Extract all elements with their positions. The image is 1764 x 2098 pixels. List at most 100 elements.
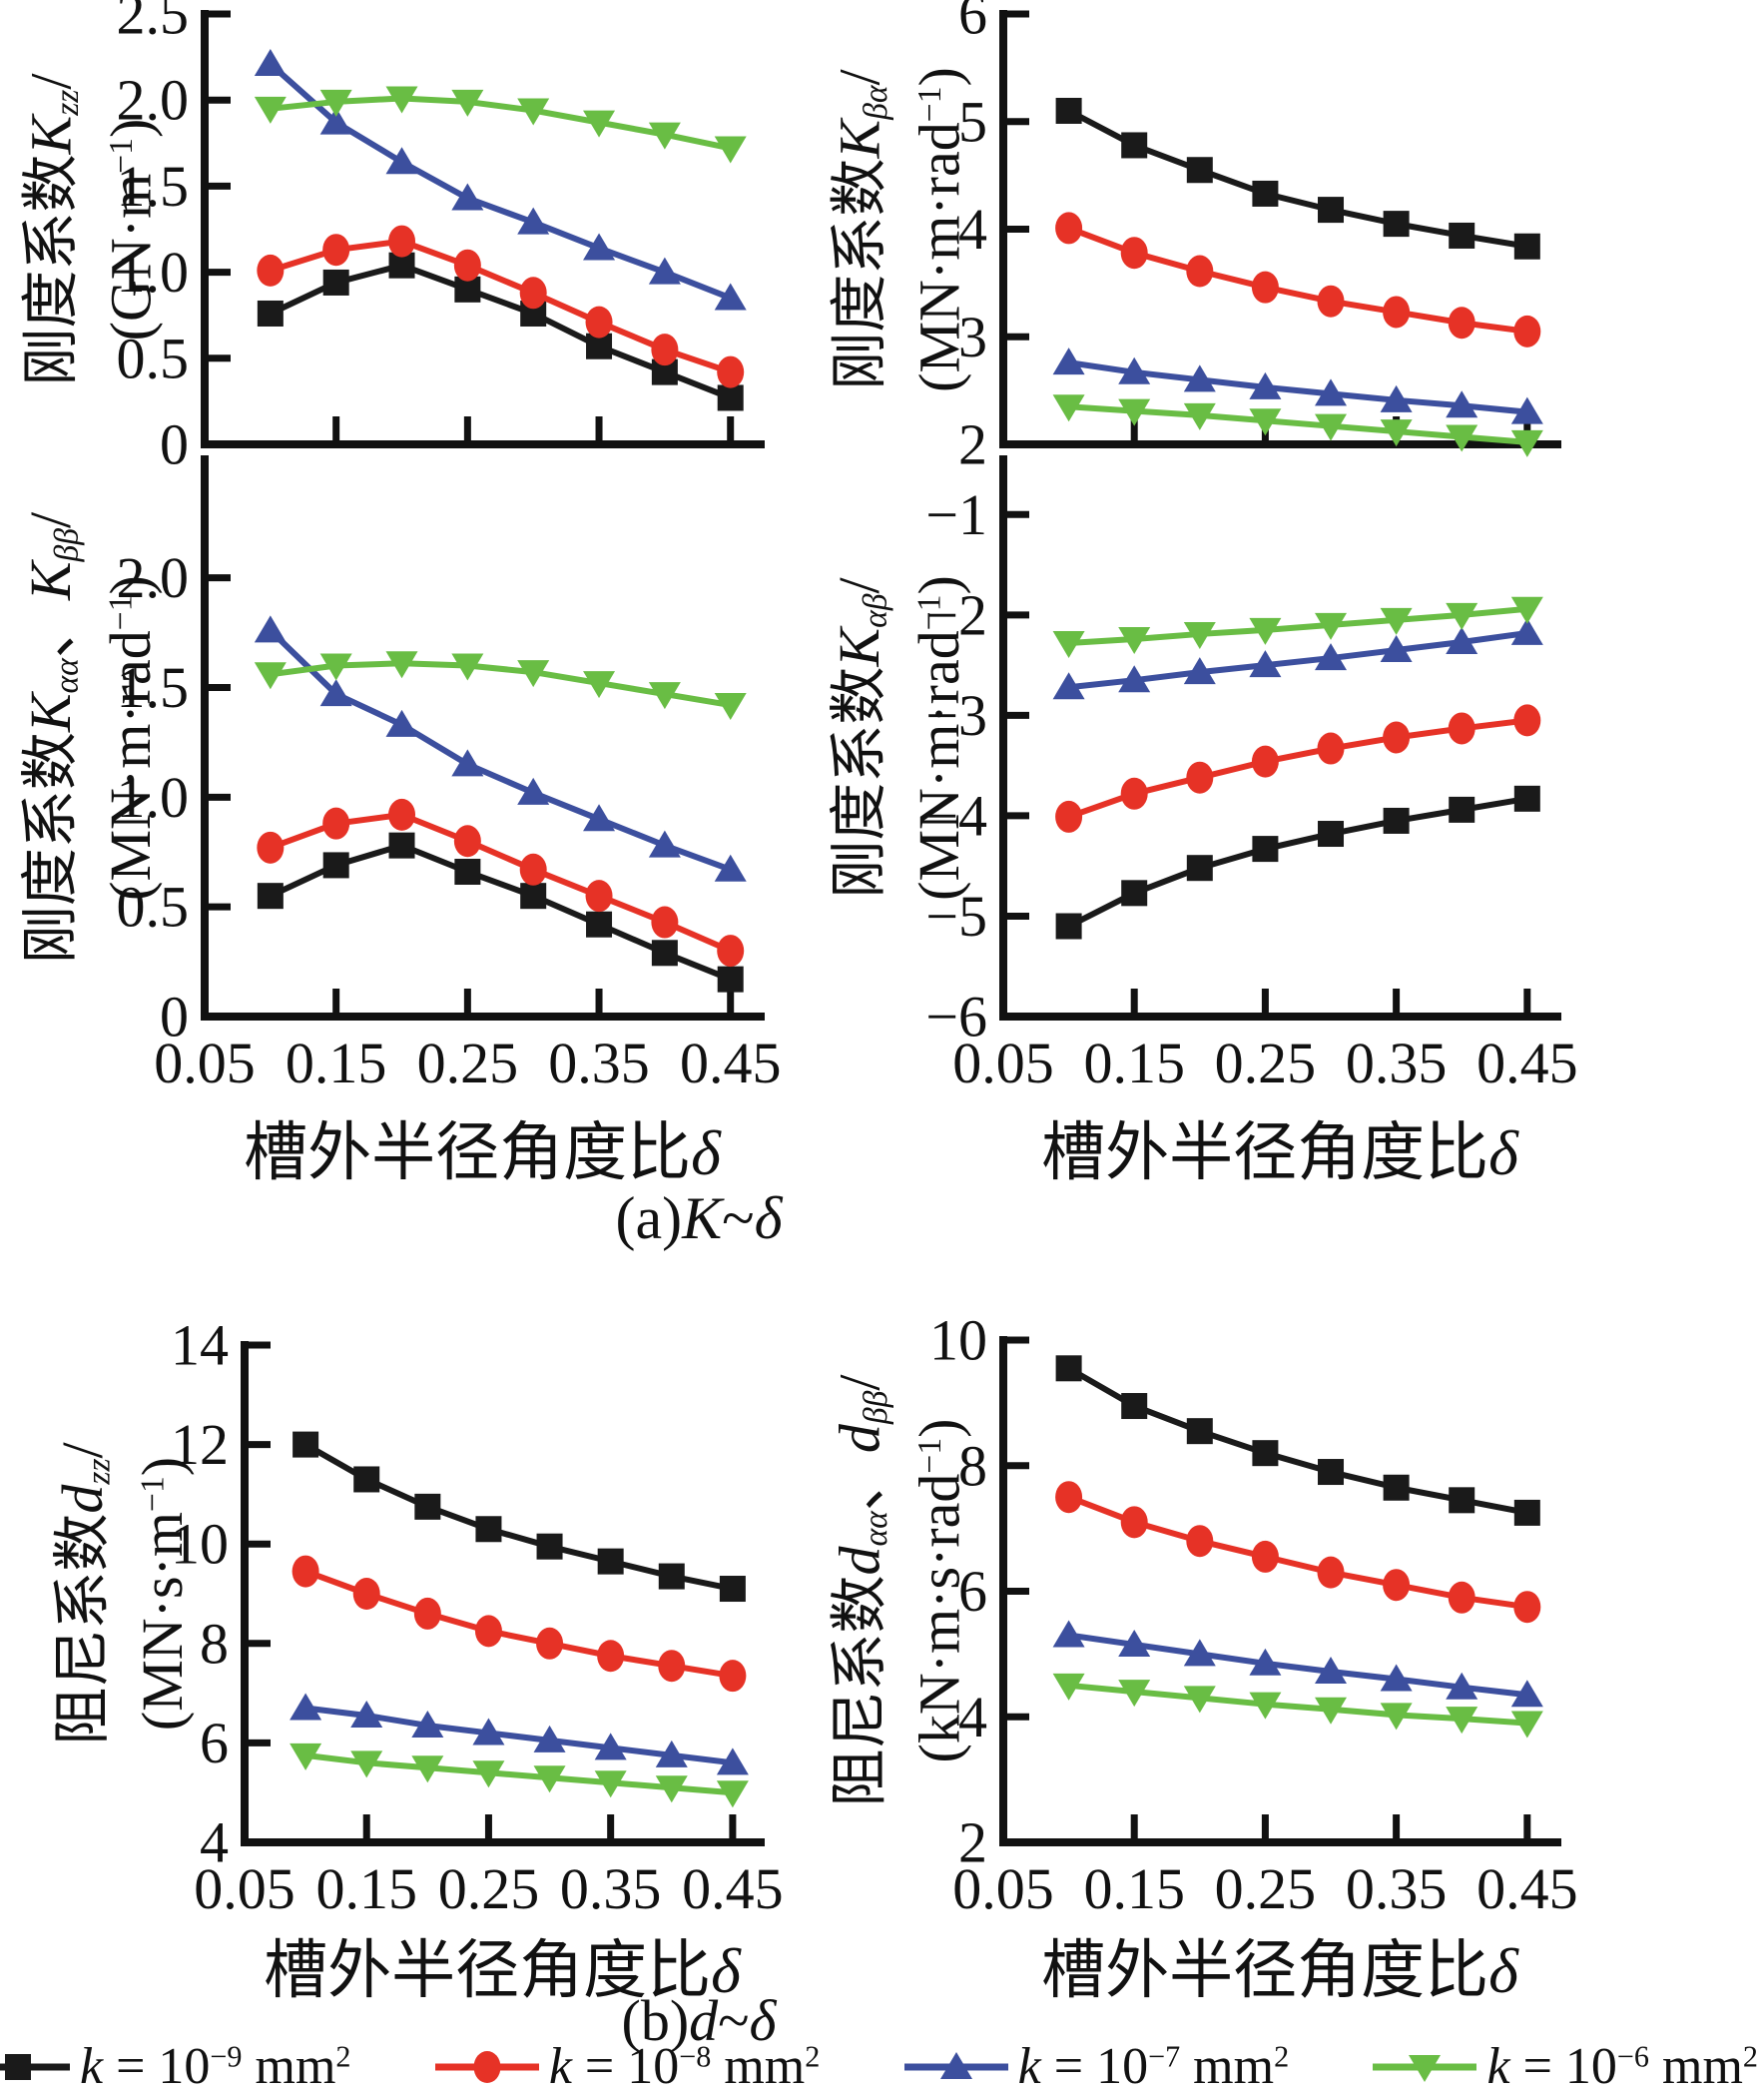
y-tick-label: 0.5 xyxy=(117,326,190,390)
marker-blue xyxy=(648,830,681,858)
y-tick-label: −3 xyxy=(925,683,987,748)
text-segment: 槽外半径角度比 xyxy=(1041,1117,1489,1188)
y-axis-label-kzz: 刚度系数Kzz/ (GN·m−1) xyxy=(12,15,180,445)
series-line-green xyxy=(267,95,734,152)
marker-blue xyxy=(350,1701,383,1729)
x-tick-label: 0.15 xyxy=(1083,1856,1185,1921)
panel-kba-chart: 2 3 4 5 6 xyxy=(958,0,1561,477)
y-axis-label-line: 阻尼系数dzz/ xyxy=(43,1345,123,1842)
text-segment: ) xyxy=(98,575,163,595)
marker-blue xyxy=(254,615,287,643)
marker-blue xyxy=(594,1733,627,1760)
text-segment: k xyxy=(1486,2038,1510,2095)
text-segment: 槽外半径角度比 xyxy=(244,1117,692,1188)
text-segment: d xyxy=(827,1424,892,1454)
marker-blue xyxy=(1380,635,1413,663)
marker-black xyxy=(520,883,547,910)
marker-green xyxy=(451,653,484,681)
text-segment: ) xyxy=(130,1456,195,1477)
text-segment: K xyxy=(18,693,83,733)
y-axis-label-kaa-kbb: 刚度系数Kαα、Kββ/ (MN·m·rad−1) xyxy=(11,459,179,1017)
y-axis-unit-line: (GN·m−1) xyxy=(92,15,172,445)
marker-blue xyxy=(1052,672,1085,700)
marker-red xyxy=(1055,1481,1083,1514)
marker-green xyxy=(1183,402,1216,430)
text-segment: d xyxy=(689,1988,719,2053)
marker-blue xyxy=(1183,364,1216,392)
marker-red xyxy=(413,1597,441,1630)
text-segment: 2 xyxy=(335,2039,351,2074)
marker-red xyxy=(1120,777,1148,810)
marker-black xyxy=(1252,180,1279,207)
marker-green xyxy=(583,671,616,699)
text-segment: 槽外半径角度比 xyxy=(264,1935,712,2006)
text-segment: (MN·m·rad xyxy=(906,122,972,392)
x-tick-label: 0.15 xyxy=(1083,1031,1185,1095)
text-segment: ) xyxy=(906,575,971,595)
marker-green xyxy=(648,682,681,710)
marker-green xyxy=(411,1755,444,1783)
marker-black xyxy=(1186,855,1213,882)
marker-blue xyxy=(1118,1629,1151,1657)
marker-red xyxy=(1383,721,1411,754)
text-segment: −1 xyxy=(910,594,948,631)
marker-red xyxy=(651,334,679,366)
y-tick-label: −4 xyxy=(925,783,987,848)
marker-green xyxy=(1183,621,1216,649)
y-tick-label: 2.5 xyxy=(117,0,190,47)
marker-black xyxy=(1055,913,1082,940)
text-segment: = 10 xyxy=(1040,2038,1149,2095)
x-tick-label: 0.35 xyxy=(1346,1031,1448,1095)
panel-kab-chart: −6 −5 −4 −3 −2 −1 0.05 0.15 0.25 0.35 0.45 xyxy=(925,455,1578,1095)
panel-dzz-chart: 4 6 8 10 12 14 0.05 0.15 0.25 0.35 0.45 xyxy=(171,1313,784,1922)
y-tick-label: 1.5 xyxy=(117,154,190,219)
marker-red xyxy=(658,1650,686,1683)
x-tick-label: 0.15 xyxy=(286,1031,387,1095)
text-segment: ~ xyxy=(718,1988,750,2053)
y-axis-label-line: 刚度系数Kβα/ xyxy=(821,15,900,445)
text-segment: (b) xyxy=(621,1988,690,2053)
marker-green xyxy=(714,693,747,721)
marker-green xyxy=(714,136,747,164)
marker-green xyxy=(254,96,287,124)
marker-red xyxy=(1448,1581,1475,1614)
y-tick-label: 3 xyxy=(958,305,987,369)
text-segment: αα xyxy=(48,658,86,694)
marker-blue xyxy=(714,283,747,311)
marker-black xyxy=(651,940,678,967)
marker-blue xyxy=(1052,1620,1085,1648)
marker-green xyxy=(1446,424,1478,452)
y-tick-label: 6 xyxy=(200,1711,229,1775)
y-tick-label: 2.0 xyxy=(117,545,190,610)
marker-blue xyxy=(319,679,352,707)
marker-red xyxy=(1448,307,1475,340)
legend: k = 10−9 mm2 k = 10−8 mm2 k = 10−7 mm2 k… xyxy=(0,2037,1764,2096)
text-segment: δ xyxy=(711,1935,741,2006)
marker-red xyxy=(717,935,745,968)
marker-blue xyxy=(1118,665,1151,693)
marker-blue xyxy=(716,1748,749,1775)
marker-black xyxy=(1055,97,1082,124)
x-tick-label: 0.05 xyxy=(194,1856,295,1921)
y-axis-label-line: 阻尼系数dαα、dββ/ xyxy=(821,1340,900,1842)
text-segment: = 10 xyxy=(1509,2038,1617,2095)
marker-black xyxy=(353,1466,380,1493)
text-segment: ) xyxy=(906,1418,972,1438)
y-tick-label: −6 xyxy=(925,985,987,1049)
marker-red xyxy=(719,1660,747,1693)
marker-black xyxy=(257,883,284,910)
marker-green xyxy=(1052,394,1085,422)
y-tick-label: 4 xyxy=(958,197,987,262)
text-segment: / xyxy=(18,511,83,528)
marker-black xyxy=(1513,233,1540,260)
marker-blue xyxy=(583,804,616,832)
marker-green xyxy=(594,1770,627,1798)
marker-black xyxy=(1055,1355,1082,1382)
marker-green xyxy=(1118,1680,1151,1708)
marker-red xyxy=(1448,712,1475,745)
y-axis-unit-line: (MN·m·rad−1) xyxy=(900,15,980,445)
marker-blue xyxy=(1052,348,1085,375)
text-segment: ) xyxy=(98,118,164,139)
y-tick-label: 5 xyxy=(958,89,987,154)
marker-blue xyxy=(1315,643,1348,671)
